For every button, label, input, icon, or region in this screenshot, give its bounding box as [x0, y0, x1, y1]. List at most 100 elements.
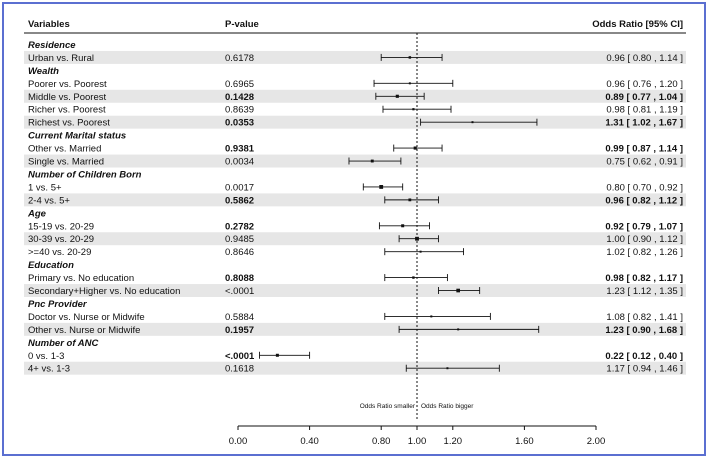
- variable-label: Other vs. Married: [28, 144, 101, 155]
- group-label: Wealth: [28, 66, 59, 77]
- odds-ratio-text: 0.96 [ 0.80 , 1.14 ]: [606, 53, 683, 64]
- variable-label: Primary vs. No education: [28, 273, 134, 284]
- odds-ratio-text: 0.89 [ 0.77 , 1.04 ]: [605, 92, 683, 103]
- x-tick-label: 0.80: [372, 436, 391, 447]
- variable-label: 4+ vs. 1-3: [28, 364, 70, 375]
- point-estimate: [419, 250, 422, 253]
- group-label: Residence: [28, 40, 76, 51]
- row-shade: [24, 50, 686, 64]
- header-pvalue: P-value: [225, 19, 259, 30]
- odds-ratio-text: 0.99 [ 0.87 , 1.14 ]: [605, 144, 683, 155]
- odds-ratio-text: 0.98 [ 0.81 , 1.19 ]: [606, 105, 683, 116]
- odds-ratio-text: 1.02 [ 0.82 , 1.26 ]: [606, 247, 683, 258]
- variable-label: 15-19 vs. 20-29: [28, 221, 94, 232]
- variable-label: Single vs. Married: [28, 157, 104, 168]
- variable-label: Richest vs. Poorest: [28, 118, 110, 129]
- group-label: Number of ANC: [28, 338, 99, 349]
- group-label: Number of Children Born: [28, 169, 142, 180]
- row-shade: [24, 322, 686, 336]
- point-estimate: [471, 121, 474, 124]
- p-value: 0.5862: [225, 195, 254, 206]
- group-label: Age: [27, 208, 47, 219]
- odds-ratio-text: 0.96 [ 0.76 , 1.20 ]: [606, 79, 683, 90]
- variable-label: 30-39 vs. 20-29: [28, 234, 94, 245]
- figure-frame: [2, 2, 706, 456]
- p-value: 0.8646: [225, 247, 254, 258]
- point-estimate: [395, 94, 399, 98]
- row-shade: [24, 193, 686, 207]
- row-shading: [24, 50, 686, 375]
- point-estimate: [430, 315, 433, 318]
- row-shade: [24, 361, 686, 375]
- odds-ratio-text: 1.08 [ 0.82 , 1.41 ]: [606, 312, 683, 323]
- x-tick-label: 0.00: [229, 436, 248, 447]
- point-estimate: [457, 328, 460, 331]
- x-tick-label: 2.00: [587, 436, 606, 447]
- odds-ratio-text: 0.80 [ 0.70 , 0.92 ]: [606, 182, 683, 193]
- chart-marks: [259, 53, 540, 372]
- group-label: Current Marital status: [28, 131, 126, 142]
- point-estimate: [413, 146, 417, 150]
- x-tick-label: 1.20: [444, 436, 463, 447]
- point-estimate: [446, 367, 449, 370]
- group-label: Pnc Provider: [28, 299, 88, 310]
- p-value: 0.9381: [225, 144, 255, 155]
- p-value: 0.6178: [225, 53, 254, 64]
- variable-label: Richer vs. Poorest: [28, 105, 106, 116]
- point-estimate: [275, 353, 279, 357]
- p-value: 0.6965: [225, 79, 254, 90]
- point-estimate: [456, 288, 460, 293]
- p-value: 0.1428: [225, 92, 254, 103]
- point-estimate: [408, 82, 411, 85]
- odds-ratio-text: 1.23 [ 1.12 , 1.35 ]: [606, 286, 683, 297]
- p-value: 0.1618: [225, 364, 254, 375]
- variable-label: Doctor vs. Nurse or Midwife: [28, 312, 145, 323]
- point-estimate: [412, 108, 415, 111]
- x-tick-label: 1.60: [515, 436, 534, 447]
- p-value: 0.0034: [225, 157, 254, 168]
- p-value: <.0001: [225, 286, 254, 297]
- variable-label: Urban vs. Rural: [28, 53, 94, 64]
- odds-ratio-text: 0.96 [ 0.82 , 1.12 ]: [605, 195, 683, 206]
- variable-label: Secondary+Higher vs. No education: [28, 286, 180, 297]
- point-estimate: [408, 198, 412, 202]
- x-tick-label: 0.40: [300, 436, 319, 447]
- row-shade: [24, 284, 686, 297]
- odds-ratio-text: 0.98 [ 0.82 , 1.17 ]: [605, 273, 683, 284]
- p-value: 0.2782: [225, 221, 254, 232]
- point-estimate: [408, 56, 412, 59]
- odds-ratio-text: 1.31 [ 1.02 , 1.67 ]: [605, 118, 683, 129]
- variable-label: Other vs. Nurse or Midwife: [28, 325, 140, 336]
- point-estimate: [370, 159, 374, 163]
- variable-label: Poorer vs. Poorest: [28, 79, 107, 90]
- group-label: Education: [28, 260, 74, 271]
- header-odds-ratio: Odds Ratio [95% CI]: [592, 19, 683, 30]
- odds-ratio-text: 1.17 [ 0.94 , 1.46 ]: [606, 364, 683, 375]
- row-shade: [24, 89, 686, 103]
- annotation-bigger: Odds Ratio bigger: [421, 403, 474, 410]
- p-value: 0.0017: [225, 182, 254, 193]
- x-axis-ticks: 0.00 0.40 0.80 1.00 1.20 1.60 2.00: [229, 426, 606, 447]
- row-shade: [24, 232, 686, 246]
- variable-label: 1 vs. 5+: [28, 182, 62, 193]
- odds-ratio-text: 0.75 [ 0.62 , 0.91 ]: [606, 157, 683, 168]
- p-value: 0.8088: [225, 273, 254, 284]
- x-tick-label: 1.00: [408, 436, 427, 447]
- point-estimate: [401, 224, 405, 228]
- header-variables: Variables: [28, 19, 70, 30]
- annotation-smaller: Odds Ratio smaller: [360, 403, 416, 410]
- odds-ratio-text: 1.23 [ 0.90 , 1.68 ]: [605, 325, 683, 336]
- odds-ratio-text: 0.92 [ 0.79 , 1.07 ]: [605, 221, 683, 232]
- row-shade: [24, 115, 686, 129]
- variable-label: 2-4 vs. 5+: [28, 195, 70, 206]
- p-value: 0.9485: [225, 234, 254, 245]
- p-value: 0.5884: [225, 312, 254, 323]
- odds-ratio-text: 1.00 [ 0.90 , 1.12 ]: [606, 234, 683, 245]
- p-value: <.0001: [225, 351, 255, 362]
- variable-label: >=40 vs. 20-29: [28, 247, 91, 258]
- point-estimate: [379, 185, 384, 189]
- variable-label: Middle vs. Poorest: [28, 92, 107, 103]
- point-estimate: [412, 276, 415, 279]
- variable-label: 0 vs. 1-3: [28, 351, 64, 362]
